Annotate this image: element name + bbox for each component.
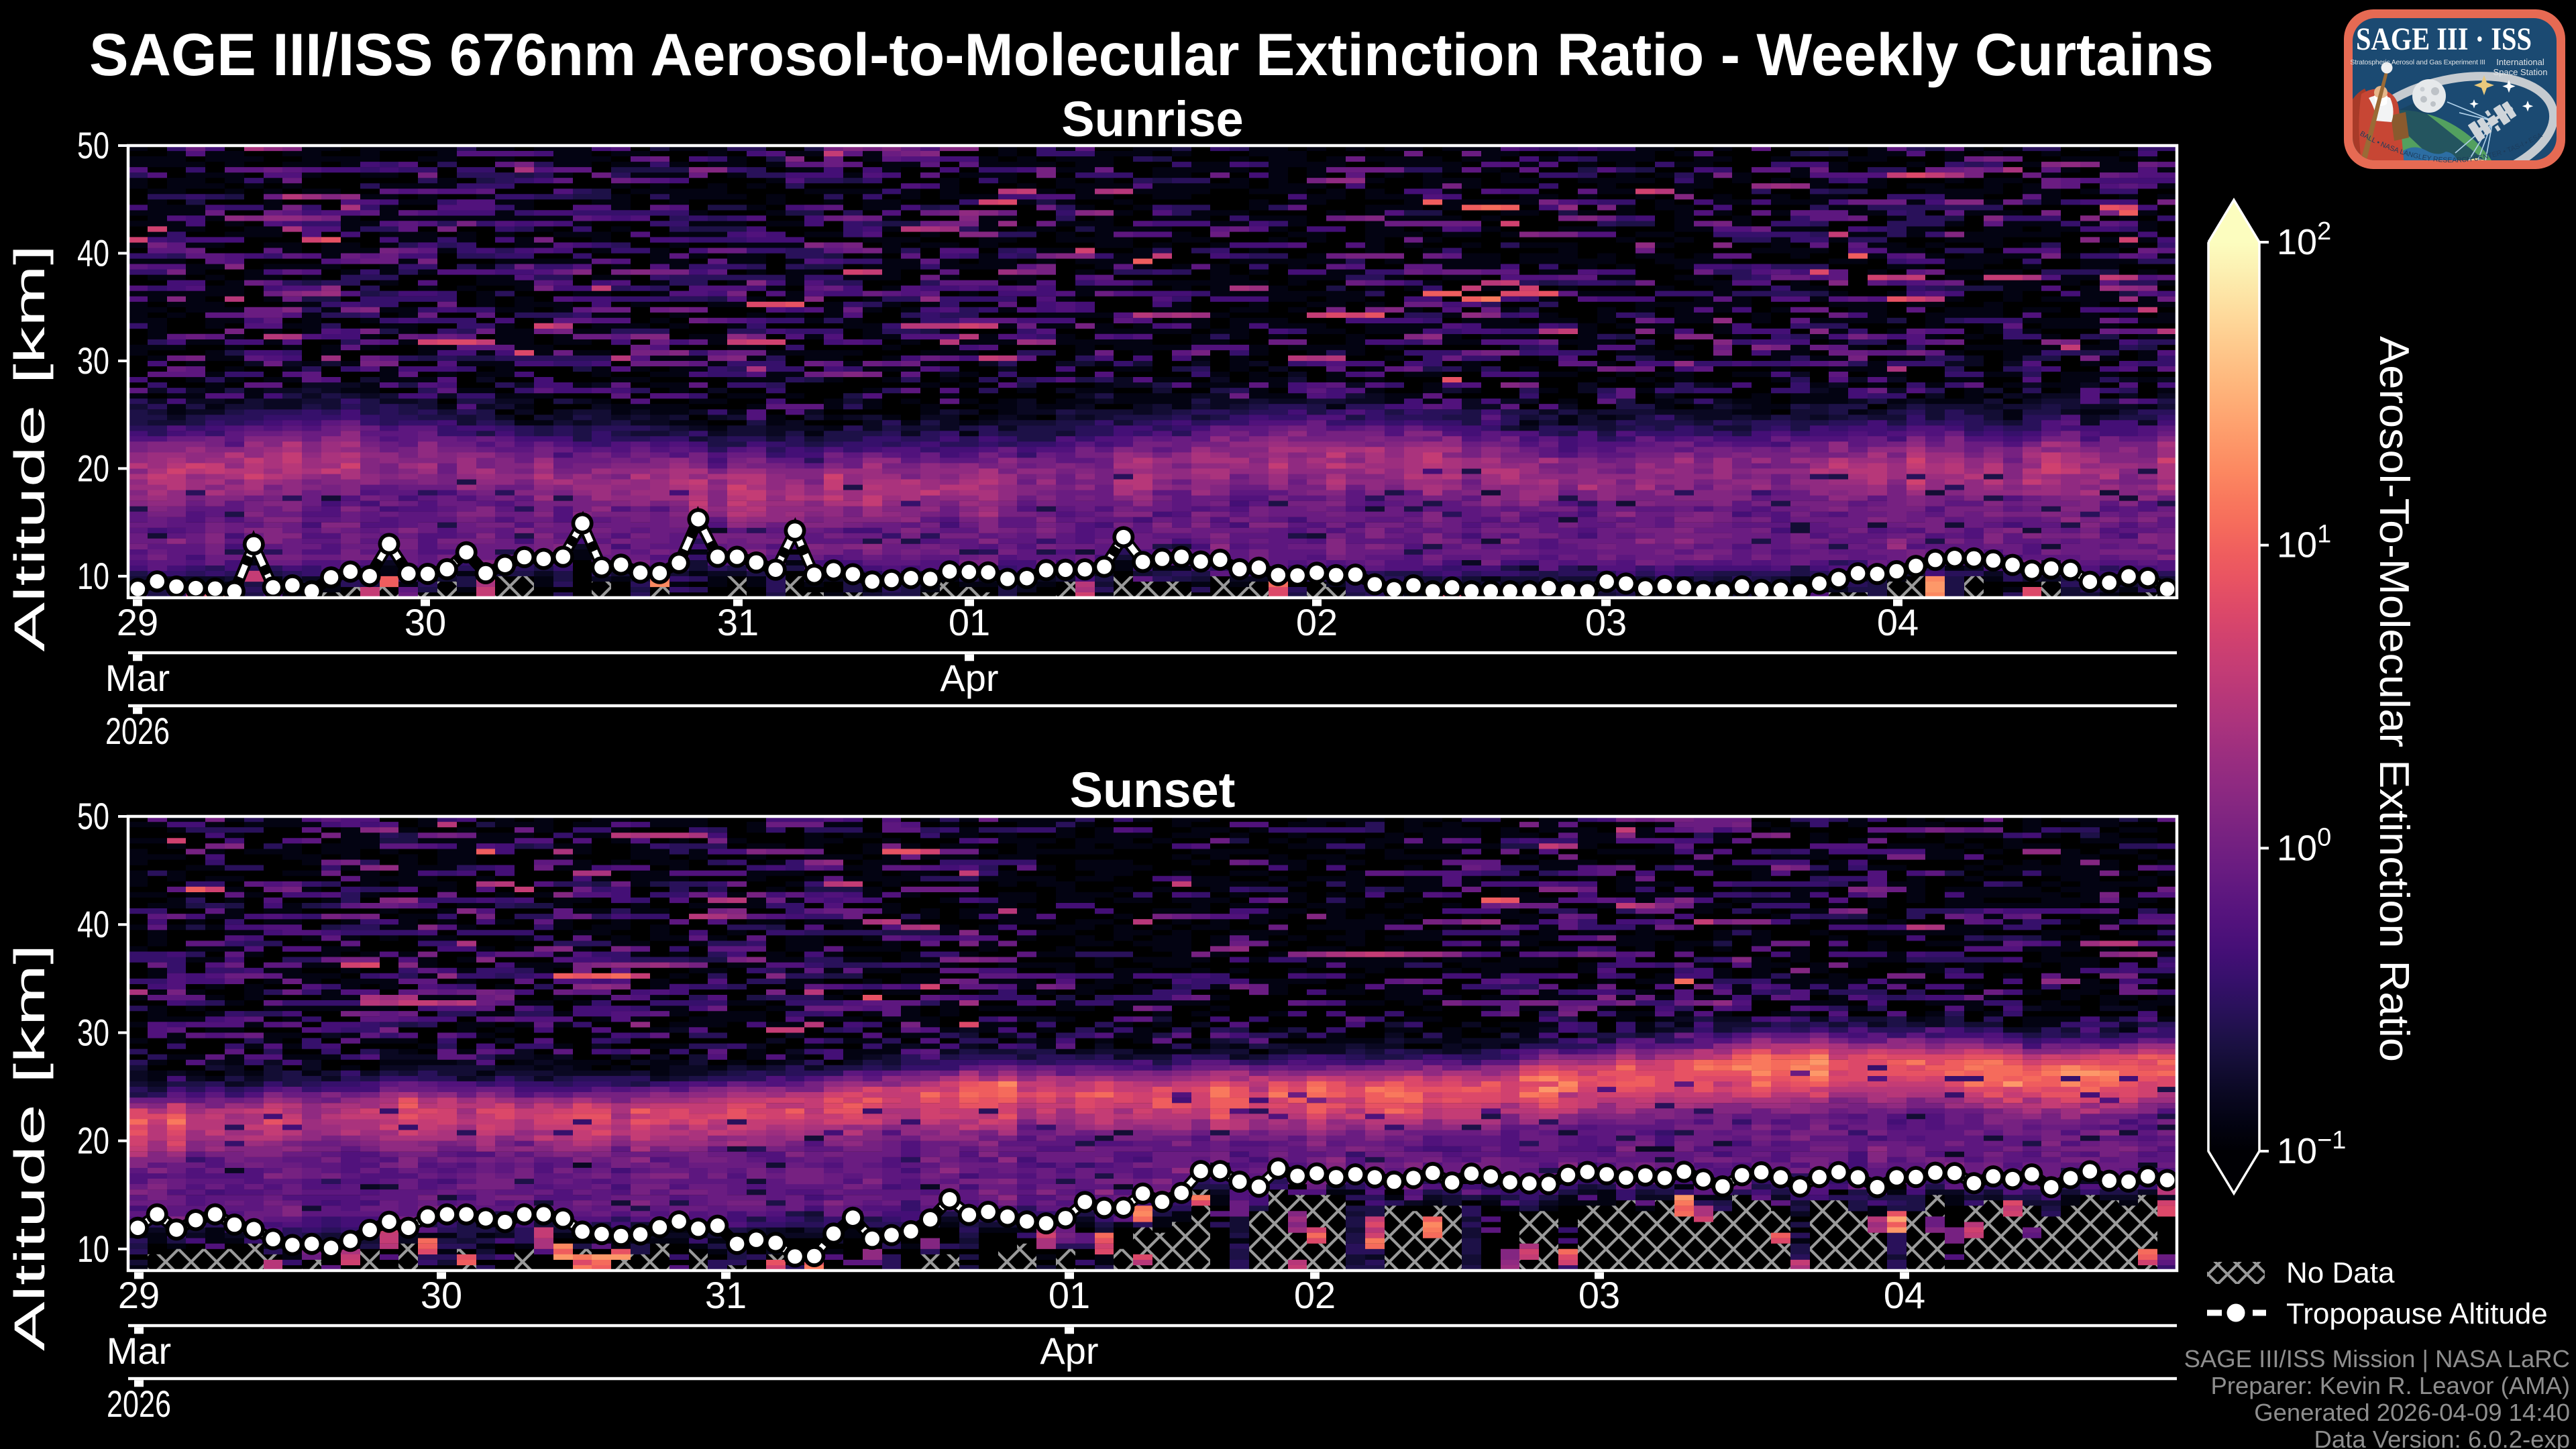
- svg-text:29: 29: [117, 601, 158, 643]
- svg-text:SAGE III/ISS Mission | NASA La: SAGE III/ISS Mission | NASA LaRC: [2184, 1345, 2570, 1373]
- svg-text:03: 03: [1585, 601, 1627, 643]
- svg-text:30: 30: [77, 339, 109, 382]
- svg-text:101: 101: [2277, 521, 2331, 566]
- svg-text:Mar: Mar: [107, 1330, 171, 1372]
- svg-text:Data Version: 6.0.2-exp: Data Version: 6.0.2-exp: [2314, 1426, 2570, 1449]
- svg-text:30: 30: [421, 1274, 462, 1316]
- svg-text:50: 50: [77, 124, 109, 166]
- svg-text:SAGE III/ISS 676nm Aerosol-to-: SAGE III/ISS 676nm Aerosol-to-Molecular …: [89, 21, 2214, 88]
- svg-text:Altitude [km]: Altitude [km]: [5, 944, 54, 1351]
- svg-text:40: 40: [77, 232, 109, 274]
- svg-text:Aerosol-To-Molecular Extinctio: Aerosol-To-Molecular Extinction Ratio: [2371, 336, 2417, 1062]
- svg-text:29: 29: [118, 1274, 160, 1316]
- svg-text:Sunrise: Sunrise: [1061, 91, 1243, 147]
- svg-text:31: 31: [717, 601, 759, 643]
- svg-text:31: 31: [705, 1274, 747, 1316]
- svg-text:01: 01: [1049, 1274, 1090, 1316]
- svg-text:10−1: 10−1: [2277, 1126, 2346, 1171]
- svg-text:04: 04: [1877, 601, 1919, 643]
- svg-text:10: 10: [77, 555, 109, 597]
- svg-text:50: 50: [77, 795, 109, 837]
- svg-text:SAGE III · ISS: SAGE III · ISS: [2356, 21, 2532, 57]
- svg-text:102: 102: [2277, 217, 2331, 262]
- svg-text:02: 02: [1294, 1274, 1336, 1316]
- svg-text:20: 20: [77, 447, 109, 489]
- svg-text:03: 03: [1578, 1274, 1620, 1316]
- svg-text:10: 10: [77, 1228, 109, 1270]
- svg-text:02: 02: [1296, 601, 1338, 643]
- svg-text:20: 20: [77, 1120, 109, 1162]
- svg-text:01: 01: [949, 601, 990, 643]
- svg-text:Tropopause Altitude: Tropopause Altitude: [2286, 1297, 2548, 1330]
- svg-text:2026: 2026: [107, 1383, 171, 1425]
- svg-text:Sunset: Sunset: [1070, 762, 1236, 818]
- svg-text:Stratospheric Aerosol and Gas: Stratospheric Aerosol and Gas Experiment…: [2350, 58, 2485, 66]
- svg-text:40: 40: [77, 903, 109, 945]
- svg-text:No Data: No Data: [2286, 1256, 2395, 1289]
- svg-text:100: 100: [2277, 823, 2331, 868]
- svg-text:Apr: Apr: [940, 657, 998, 699]
- svg-text:Generated 2026-04-09 14:40: Generated 2026-04-09 14:40: [2254, 1399, 2570, 1426]
- svg-text:04: 04: [1884, 1274, 1925, 1316]
- svg-text:Mar: Mar: [105, 657, 170, 699]
- svg-text:30: 30: [77, 1011, 109, 1053]
- svg-text:Preparer: Kevin R. Leavor (AMA: Preparer: Kevin R. Leavor (AMA): [2210, 1372, 2570, 1399]
- svg-text:International: International: [2496, 57, 2544, 67]
- svg-text:Apr: Apr: [1040, 1330, 1098, 1372]
- svg-text:30: 30: [405, 601, 446, 643]
- svg-text:2026: 2026: [105, 710, 170, 752]
- svg-text:Altitude [km]: Altitude [km]: [5, 245, 54, 652]
- svg-text:Space Station: Space Station: [2493, 67, 2548, 77]
